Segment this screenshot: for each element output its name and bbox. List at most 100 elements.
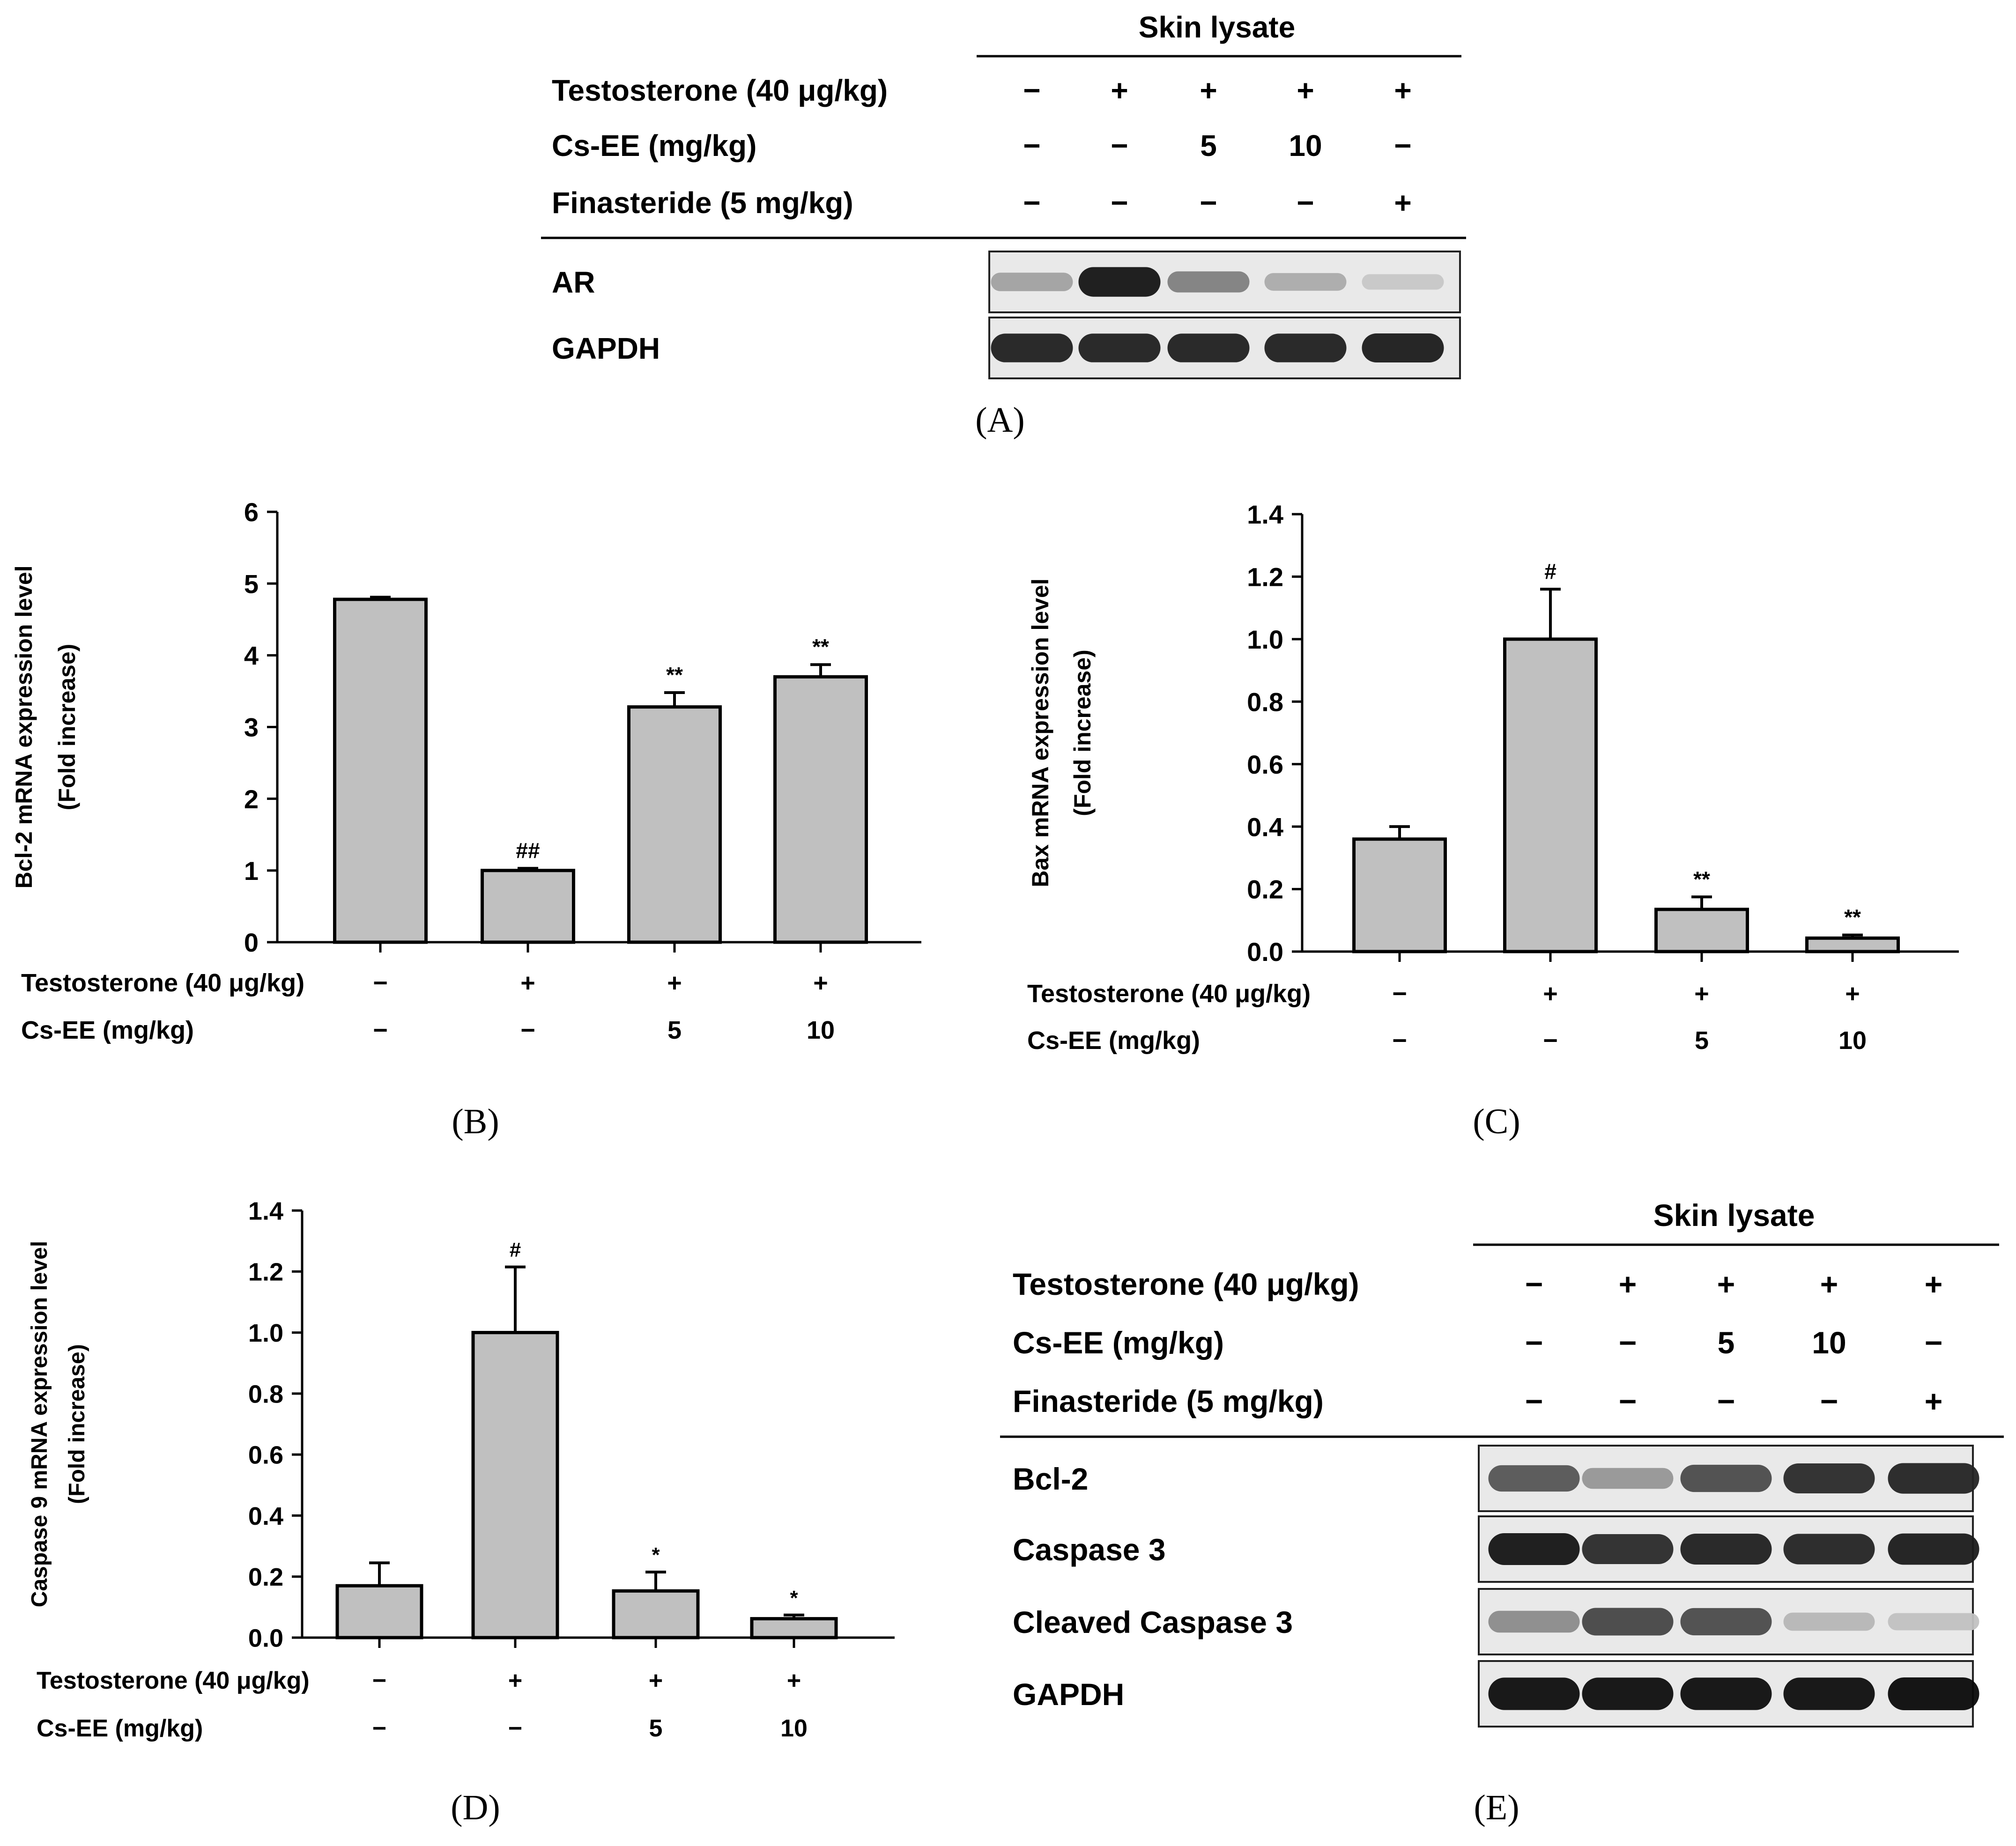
panel-b-bar [481,869,575,944]
panel-e-band [1488,1677,1580,1710]
panel-a-treatment-value: + [1111,74,1128,107]
panel-b-y-tick-label: 0 [244,928,259,957]
panel-d-treatment-value: 10 [780,1715,808,1742]
panel-a-treatment-label: Finasteride (5 mg/kg) [552,186,853,220]
panel-e-treatment-value: − [1820,1384,1838,1418]
panel-e-band [1888,1533,1979,1565]
panel-c-y-tick-label: 0.4 [1247,812,1283,842]
panel-d-y-tick-label: 0.6 [248,1441,283,1469]
panel-e-treatment-value: + [1925,1384,1943,1418]
panel-a-bands: AR GAPDH [552,251,1461,379]
panel-a-treatment-value: − [1111,129,1128,162]
panel-e-treatment-value: 10 [1812,1325,1846,1360]
panel-c-bar [1352,837,1447,953]
panel-a-band [1078,333,1161,362]
panel-e-western-blot: Skin lysate Testosterone (40 μg/kg) − + + + +… [1000,1198,2004,1827]
panel-e-band [1888,1463,1979,1494]
panel-e-band [1783,1612,1875,1631]
panel-c-treatment-value: 5 [1695,1026,1709,1055]
panel-d-y-tick-label: 1.0 [248,1319,283,1347]
panel-e-treatment-value: + [1619,1267,1637,1301]
panel-b-treatment-value: + [667,969,682,997]
panel-c-y-tick-label: 1.0 [1247,625,1283,654]
panel-c-y-tick-label: 1.4 [1247,500,1283,529]
panel-c-treatment-label: Cs-EE (mg/kg) [1027,1026,1200,1055]
panel-a-treatment-value: + [1297,74,1314,107]
panel-e-band-label: GAPDH [1013,1677,1124,1712]
panel-d-treatment-value: 5 [649,1715,663,1742]
panel-c-y-axis-title: (Fold increase) [1069,650,1096,816]
panel-e-treatment-value: − [1525,1325,1543,1360]
panel-c-treatment-value: + [1694,980,1709,1008]
panel-c-significance-mark: # [1544,559,1556,583]
panel-a-band-label: AR [552,266,595,299]
panel-e-treatment-value: − [1525,1384,1543,1418]
panel-a-treatment-label: Cs-EE (mg/kg) [552,129,756,162]
panel-a-band [1264,273,1347,291]
panel-e-band-label: Bcl-2 [1013,1462,1088,1496]
panel-d-treatment-label: Testosterone (40 μg/kg) [37,1667,310,1694]
panel-c-treatment-value: − [1392,1026,1407,1055]
panel-e-treatment-value: 5 [1718,1325,1735,1360]
panel-c-treatment-value: + [1845,980,1860,1008]
panel-d-bar [335,1584,423,1639]
panel-a-western-blot: Skin lysate Testosterone (40 μg/kg) − + + + +… [541,10,1466,440]
panel-b-caption: (B) [452,1102,499,1141]
panel-a-treatment-rows: Testosterone (40 μg/kg) − + + + + Cs-EE (mg/kg… [552,74,1412,220]
panel-b-y-tick-label: 5 [244,569,259,598]
panel-b-treatment-label: Testosterone (40 μg/kg) [21,969,304,997]
panel-b-bar [627,705,722,944]
panel-b-y-axis-title: Bcl-2 mRNA expression level [11,565,37,888]
panel-d-treatment-value: − [372,1715,386,1742]
panel-c-y-tick-label: 0.8 [1247,687,1283,716]
panel-d-bar-chart: Caspase 9 mRNA expression level (Fold inc… [27,1197,895,1827]
panel-b-y-tick-label: 3 [244,713,259,742]
panel-a-treatment-value: − [1111,186,1128,220]
panel-e-band [1783,1677,1875,1710]
panel-e-treatment-value: − [1619,1325,1637,1360]
panel-d-y-tick-label: 0.2 [248,1563,283,1591]
panel-d-y-tick-label: 0.0 [248,1624,283,1652]
panel-e-band [1783,1463,1875,1494]
panel-d-y-axis-title: Caspase 9 mRNA expression level [27,1241,52,1608]
panel-c-y-tick-label: 0.2 [1247,875,1283,904]
panel-b-significance-mark: ## [516,838,540,863]
panel-d-y-tick-label: 0.4 [248,1502,283,1530]
panel-c-treatment-value: + [1543,980,1558,1008]
panel-b-y-tick-label: 2 [244,784,259,814]
panel-d-bar [612,1589,700,1639]
panel-c-caption: (C) [1473,1102,1520,1141]
panel-e-band [1680,1677,1772,1710]
panel-d-significance-mark: # [510,1239,521,1262]
panel-c-treatment-label: Testosterone (40 μg/kg) [1027,980,1311,1008]
panel-a-treatment-value: − [1394,129,1411,162]
panel-a-treatment-value: − [1200,186,1217,220]
panel-e-treatment-rows: Testosterone (40 μg/kg) − + + + + Cs-EE (mg/kg… [1013,1267,1942,1418]
panel-d-caption: (D) [451,1788,500,1827]
panel-e-treatment-value: − [1525,1267,1543,1301]
panel-a-treatment-value: + [1200,74,1217,107]
panel-b-y-axis-title: (Fold increase) [54,644,80,811]
panel-a-band [1167,271,1250,293]
panel-b-treatment-value: − [373,1016,388,1044]
panel-a-band [1078,267,1161,297]
panel-a-band [1264,333,1347,362]
panel-b-treatment-value: − [520,1016,535,1044]
panel-c-bar [1654,908,1749,953]
panel-c-significance-mark: ** [1844,905,1861,930]
panel-c-treatment-value: − [1392,980,1407,1008]
panel-a-treatment-value: − [1023,186,1040,220]
panel-d-y-tick-label: 1.2 [248,1258,283,1286]
panel-e-treatment-value: − [1925,1325,1943,1360]
panel-e-band [1783,1534,1875,1565]
panel-d-y-tick-label: 1.4 [248,1197,283,1225]
panel-b-treatment-value: + [813,969,828,997]
panel-e-treatment-value: + [1820,1267,1838,1301]
panel-b-treatment-label: Cs-EE (mg/kg) [21,1016,194,1044]
panel-a-band [1362,333,1444,363]
panel-e-band-label: Cleaved Caspase 3 [1013,1605,1293,1639]
panel-c-significance-mark: ** [1693,867,1710,891]
panel-d-treatment-value: + [649,1667,663,1694]
panel-e-treatment-value: − [1717,1384,1735,1418]
